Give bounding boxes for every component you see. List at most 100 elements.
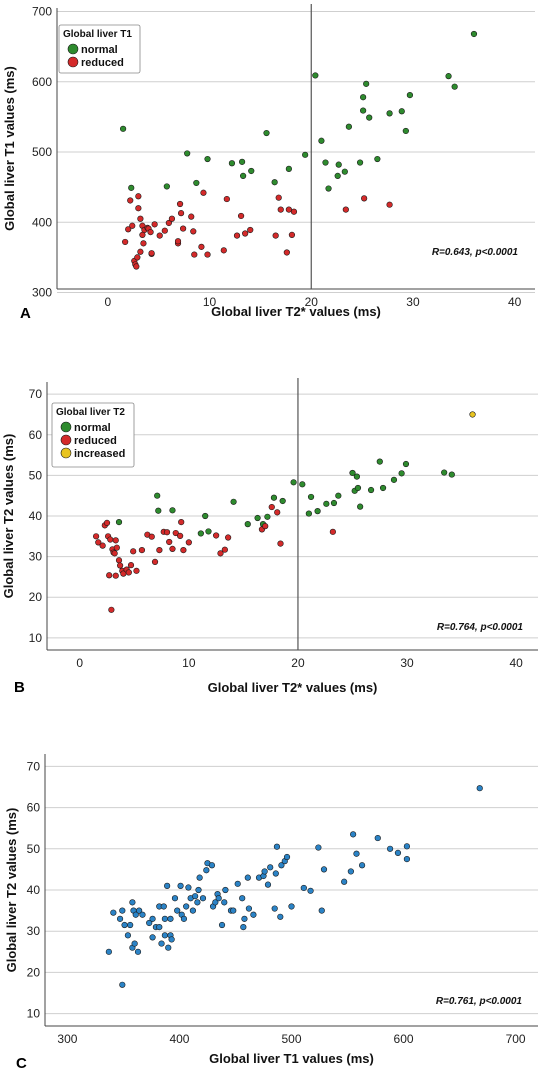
panel-b-legend-swatch-increased (60, 447, 72, 459)
panel-a-normal-point (398, 108, 405, 115)
panel-b-reduced-point (112, 572, 119, 579)
panel-c-y-tick-label: 20 (27, 965, 41, 979)
panel-b-normal-point (244, 521, 251, 528)
panel-b-reduced-point (163, 529, 171, 536)
panel-b-normal-point (230, 498, 237, 505)
panel-b-letter: B (14, 679, 25, 696)
panel-a-normal-point (374, 155, 381, 163)
panel-c-series-point (121, 921, 128, 929)
panel-c-y-tick-label: 10 (27, 1007, 41, 1021)
panel-b-reduced-point (213, 532, 220, 539)
panel-a-reduced-point (156, 232, 163, 239)
panel-b-reduced-point (225, 534, 232, 541)
panel-b-x-tick-label: 10 (182, 656, 196, 670)
panel-c-series-point (174, 907, 181, 914)
panel-b-increased-point (469, 411, 476, 418)
panel-a-legend-label-reduced: reduced (81, 57, 124, 69)
panel-b-normal-point (376, 458, 383, 465)
panel-a-reduced-point (233, 232, 241, 239)
panel-a-normal-point (228, 160, 236, 167)
panel-b-normal-point (115, 518, 123, 526)
panel-a-reduced-point (140, 240, 147, 247)
panel-c-x-tick-label: 300 (57, 1032, 77, 1046)
panel-b-normal-point (254, 514, 261, 522)
panel-c-series-point (149, 934, 156, 941)
panel-a-legend-label-normal: normal (81, 44, 118, 56)
panel-c-series-point (288, 903, 295, 910)
panel-a-normal-point (360, 107, 367, 114)
panel-b-reduced-point (130, 548, 137, 555)
panel-a-correlation-annotation: R=0.643, p<0.0001 (432, 247, 519, 258)
panel-a-reduced-point (277, 206, 284, 213)
panel-c-series-point (180, 915, 188, 922)
panel-c-series-point (244, 874, 251, 881)
panel-b-x-tick-label: 30 (400, 656, 414, 670)
panel-c-x-tick-label: 700 (506, 1032, 526, 1046)
panel-c-series-point (374, 834, 381, 842)
panel-a-normal-point (193, 179, 200, 187)
panel-b-normal-point (390, 476, 398, 483)
panel-c-series-point (189, 907, 196, 914)
panel-b-reduced-point (148, 533, 155, 540)
panel-b-normal-point (402, 460, 410, 468)
panel-b-reduced-point (113, 544, 120, 551)
panel-c-series-point (199, 895, 207, 902)
panel-c-series-point (158, 940, 165, 947)
panel-a-reduced-point (200, 189, 207, 196)
panel-b-reduced-point (185, 539, 192, 546)
panel-b-normal-point (197, 530, 204, 537)
panel-b-reduced-point (268, 503, 275, 511)
panel-a-reduced-point (247, 226, 254, 234)
panel-a-y-tick-label: 400 (32, 215, 52, 229)
panel-a-legend (58, 24, 141, 74)
panel-c-series-point (250, 911, 257, 918)
panel-a-normal-point (285, 165, 292, 172)
panel-a-normal-point (402, 127, 409, 135)
panel-b-y-tick-label: 60 (29, 428, 43, 442)
panel-a-reduced-point (134, 254, 141, 261)
panel-c-series-point (105, 948, 112, 955)
panel-c-series-point (165, 944, 172, 951)
panel-b-normal-point (379, 484, 387, 492)
panel-b-reduced-point (138, 547, 146, 554)
panel-c-series-point (136, 907, 143, 914)
panel-b-reduced-point (117, 562, 124, 569)
panel-c-series-point (241, 915, 248, 922)
panel-b-correlation-annotation: R=0.764, p<0.0001 (437, 622, 524, 633)
panel-a-normal-point (345, 123, 352, 130)
panel-b-normal-point (330, 499, 338, 507)
panel-a-x-tick-label: 0 (105, 295, 112, 309)
panel-b-normal-point (270, 494, 278, 501)
panel-a-y-tick-label: 300 (32, 286, 52, 300)
panel-a-normal-point (325, 185, 332, 192)
panel-a-reduced-point (198, 243, 205, 250)
panel-c-y-tick-label: 50 (27, 842, 41, 856)
panel-a-reduced-point (285, 206, 292, 213)
panel-a-reduced-point (176, 200, 184, 208)
panel-c-series-point (476, 785, 483, 792)
panel-b-reduced-point (108, 606, 115, 613)
panel-a-x-tick-label: 10 (203, 295, 217, 309)
panel-a-normal-point (312, 72, 319, 79)
panel-b-y-tick-label: 10 (29, 631, 43, 645)
panel-a-normal-point (128, 184, 135, 191)
panel-b-legend-title: Global liver T2 (56, 407, 125, 418)
panel-a-x-tick-label: 20 (305, 295, 319, 309)
panel-c-series-point (318, 907, 325, 914)
panel-c-correlation-annotation: R=0.761, p<0.0001 (436, 996, 523, 1007)
panel-a-normal-point (451, 83, 458, 90)
panel-c-series-point (277, 913, 284, 920)
panel-b-legend (51, 402, 135, 468)
panel-b-x-axis-label: Global liver T2* values (ms) (208, 680, 378, 695)
panel-b-normal-point (299, 481, 306, 488)
panel-c-series-point (156, 923, 163, 931)
panel-b-normal-point (155, 507, 162, 514)
panel-a-reduced-point (220, 247, 227, 254)
panel-c-series-point (267, 864, 274, 871)
panel-b-reduced-point (115, 557, 123, 564)
panel-c-series-point (195, 886, 202, 894)
panel-c-series-point (192, 893, 199, 900)
panel-c-series-point (347, 868, 354, 875)
panel-b-reduced-point (125, 569, 132, 576)
panel-b-x-tick-label: 20 (291, 656, 305, 670)
